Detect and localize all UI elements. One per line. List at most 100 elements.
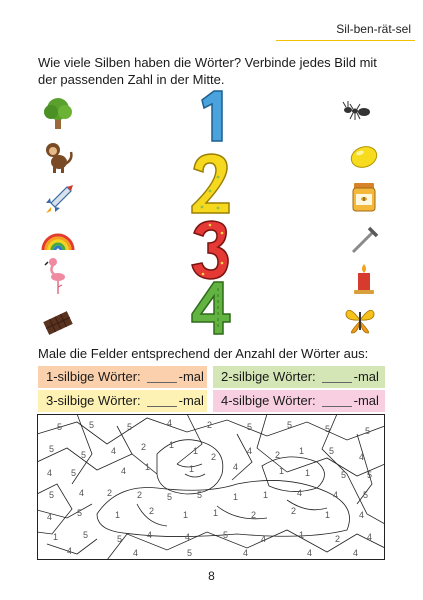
svg-text:2: 2 xyxy=(251,510,256,520)
chocolate-icon[interactable] xyxy=(41,306,75,340)
svg-text:1: 1 xyxy=(263,490,268,500)
svg-text:5: 5 xyxy=(77,508,82,518)
svg-text:5: 5 xyxy=(247,422,252,432)
lemon-icon[interactable] xyxy=(347,140,381,174)
answer-blank-2[interactable] xyxy=(321,371,352,383)
legend-suffix-4: -mal xyxy=(353,393,379,408)
svg-text:1: 1 xyxy=(183,510,188,520)
svg-text:5: 5 xyxy=(329,446,334,456)
number-2[interactable] xyxy=(188,151,234,216)
rainbow-icon[interactable] xyxy=(41,224,75,258)
svg-text:5: 5 xyxy=(57,422,62,432)
answer-blank-1[interactable] xyxy=(146,371,177,383)
svg-text:4: 4 xyxy=(67,546,72,556)
svg-text:5: 5 xyxy=(325,424,330,434)
legend-suffix-2: -mal xyxy=(353,369,379,384)
svg-text:1: 1 xyxy=(169,440,174,450)
svg-text:2: 2 xyxy=(107,488,112,498)
legend-box-3-syllable: 3-silbige Wörter: -mal xyxy=(38,390,207,412)
svg-text:1: 1 xyxy=(213,508,218,518)
svg-text:5: 5 xyxy=(89,420,94,430)
legend-box-2-syllable: 2-silbige Wörter: -mal xyxy=(213,366,385,388)
svg-text:4: 4 xyxy=(367,532,372,542)
svg-text:2: 2 xyxy=(207,420,212,430)
legend-label-2: 2-silbige Wörter: xyxy=(221,369,316,384)
svg-text:1: 1 xyxy=(189,464,194,474)
svg-text:4: 4 xyxy=(247,446,252,456)
svg-text:4: 4 xyxy=(359,510,364,520)
candle-icon[interactable] xyxy=(347,262,381,296)
svg-text:4: 4 xyxy=(333,490,338,500)
svg-text:4: 4 xyxy=(261,534,266,544)
svg-text:4: 4 xyxy=(121,466,126,476)
tree-icon[interactable] xyxy=(41,97,75,131)
svg-text:5: 5 xyxy=(365,426,370,436)
svg-text:1: 1 xyxy=(233,492,238,502)
svg-text:5: 5 xyxy=(223,530,228,540)
legend-box-4-syllable: 4-silbige Wörter: -mal xyxy=(213,390,385,412)
svg-text:5: 5 xyxy=(49,444,54,454)
page-number: 8 xyxy=(208,569,215,583)
honey-jar-icon[interactable] xyxy=(347,180,381,214)
header-title: Sil-ben-rät-sel xyxy=(336,22,411,36)
svg-text:5: 5 xyxy=(367,470,372,480)
svg-text:5: 5 xyxy=(197,490,202,500)
number-4[interactable] xyxy=(188,280,234,336)
svg-text:4: 4 xyxy=(47,512,52,522)
rocket-icon[interactable] xyxy=(41,183,75,217)
svg-text:5: 5 xyxy=(83,530,88,540)
legend-label-1: 1-silbige Wörter: xyxy=(46,369,141,384)
svg-text:1: 1 xyxy=(299,530,304,540)
answer-blank-3[interactable] xyxy=(146,395,177,407)
number-3[interactable] xyxy=(188,219,234,281)
svg-text:5: 5 xyxy=(187,548,192,558)
number-1[interactable]: 1 xyxy=(188,88,234,144)
flamingo-icon[interactable] xyxy=(41,257,75,295)
svg-text:2: 2 xyxy=(211,452,216,462)
svg-text:5: 5 xyxy=(117,534,122,544)
legend-label-4: 4-silbige Wörter: xyxy=(221,393,316,408)
header-rule xyxy=(276,40,415,41)
svg-text:4: 4 xyxy=(111,446,116,456)
legend-suffix-1: -mal xyxy=(178,369,204,384)
svg-text:1: 1 xyxy=(279,466,284,476)
svg-text:5: 5 xyxy=(341,470,346,480)
svg-text:2: 2 xyxy=(291,506,296,516)
svg-text:1: 1 xyxy=(325,510,330,520)
svg-text:5: 5 xyxy=(81,450,86,460)
svg-text:1: 1 xyxy=(145,462,150,472)
svg-text:4: 4 xyxy=(243,548,248,558)
svg-text:5: 5 xyxy=(167,492,172,502)
legend-box-1-syllable: 1-silbige Wörter: -mal xyxy=(38,366,207,388)
svg-text:4: 4 xyxy=(185,532,190,542)
svg-text:2: 2 xyxy=(275,450,280,460)
monkey-icon[interactable] xyxy=(41,140,75,174)
svg-text:1: 1 xyxy=(193,446,198,456)
butterfly-icon[interactable] xyxy=(343,303,377,337)
svg-text:4: 4 xyxy=(79,488,84,498)
svg-text:2: 2 xyxy=(137,490,142,500)
svg-text:5: 5 xyxy=(71,468,76,478)
ant-icon[interactable] xyxy=(340,95,374,129)
svg-text:2: 2 xyxy=(149,506,154,516)
svg-text:5: 5 xyxy=(287,420,292,430)
svg-text:4: 4 xyxy=(307,548,312,558)
legend-label-3: 3-silbige Wörter: xyxy=(46,393,141,408)
svg-text:4: 4 xyxy=(297,488,302,498)
task1-instruction: Wie viele Silben haben die Wörter? Verbi… xyxy=(38,55,377,87)
svg-text:4: 4 xyxy=(359,452,364,462)
nail-icon[interactable] xyxy=(347,224,381,258)
svg-text:4: 4 xyxy=(47,468,52,478)
svg-text:1: 1 xyxy=(53,532,58,542)
svg-text:5: 5 xyxy=(127,422,132,432)
svg-text:4: 4 xyxy=(167,418,172,428)
svg-text:2: 2 xyxy=(141,442,146,452)
svg-text:2: 2 xyxy=(335,534,340,544)
answer-blank-4[interactable] xyxy=(321,395,352,407)
svg-text:5: 5 xyxy=(49,490,54,500)
svg-text:1: 1 xyxy=(299,446,304,456)
svg-text:4: 4 xyxy=(147,530,152,540)
svg-text:1: 1 xyxy=(305,468,310,478)
legend-suffix-3: -mal xyxy=(178,393,204,408)
